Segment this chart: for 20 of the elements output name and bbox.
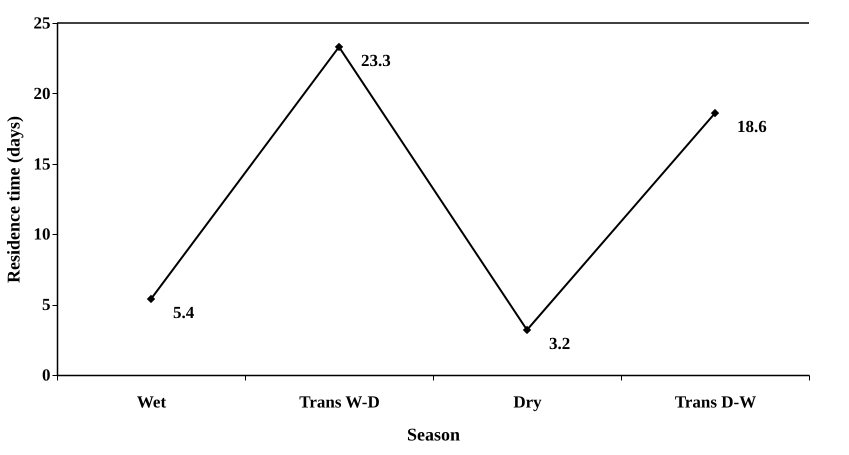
y-tick-label: 25 — [34, 14, 50, 32]
x-axis-title: Season — [406, 424, 460, 444]
x-tick-label: Trans W-D — [299, 392, 380, 412]
y-tick-label: 0 — [42, 366, 50, 384]
y-tick-label: 5 — [42, 295, 50, 314]
y-axis-title: Residence time (days) — [4, 116, 24, 283]
y-tick-label: 20 — [34, 84, 50, 103]
y-tick-label: 15 — [34, 154, 50, 174]
data-label: 23.3 — [361, 50, 391, 70]
x-tick-label: Wet — [136, 392, 166, 412]
data-label: 3.2 — [549, 334, 570, 353]
point — [334, 42, 344, 52]
data-label: 18.6 — [737, 117, 767, 136]
point — [146, 294, 156, 304]
y-tick-label: 10 — [34, 224, 50, 244]
point — [522, 326, 532, 334]
x-tick-label: Dry — [513, 392, 542, 412]
point — [710, 108, 720, 118]
data-label: 5.4 — [173, 302, 195, 322]
x-tick-label: Trans D-W — [674, 392, 756, 412]
